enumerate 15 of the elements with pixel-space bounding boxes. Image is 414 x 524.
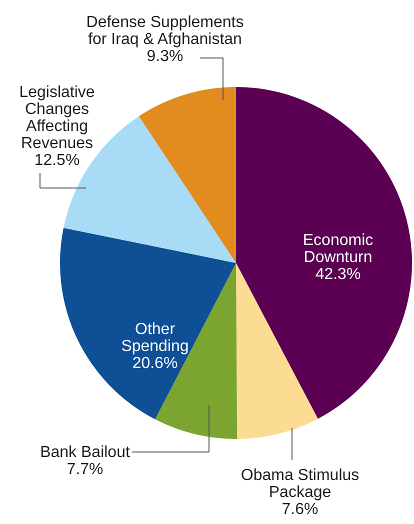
data-label: 7.6%: [282, 501, 318, 518]
data-label: 20.6%: [132, 355, 178, 372]
pie-slice: [60, 228, 236, 420]
data-label: 42.3%: [315, 266, 361, 283]
slice-label: Obama Stimulus Package: [240, 467, 360, 501]
slice-label: Other Spending: [121, 321, 189, 355]
data-label: 12.5%: [34, 152, 80, 169]
slice-label: Bank Bailout: [40, 444, 130, 461]
pie-slice: [236, 87, 412, 419]
data-label: 7.7%: [66, 461, 104, 478]
data-label: 9.3%: [146, 48, 184, 65]
slice-label: Economic Downturn: [302, 232, 374, 266]
slice-label: Legislative Changes Affecting Revenues: [19, 84, 95, 152]
slice-label: Defense Supplements for Iraq & Afghanistan: [86, 14, 244, 48]
pie-slice: [138, 87, 236, 263]
